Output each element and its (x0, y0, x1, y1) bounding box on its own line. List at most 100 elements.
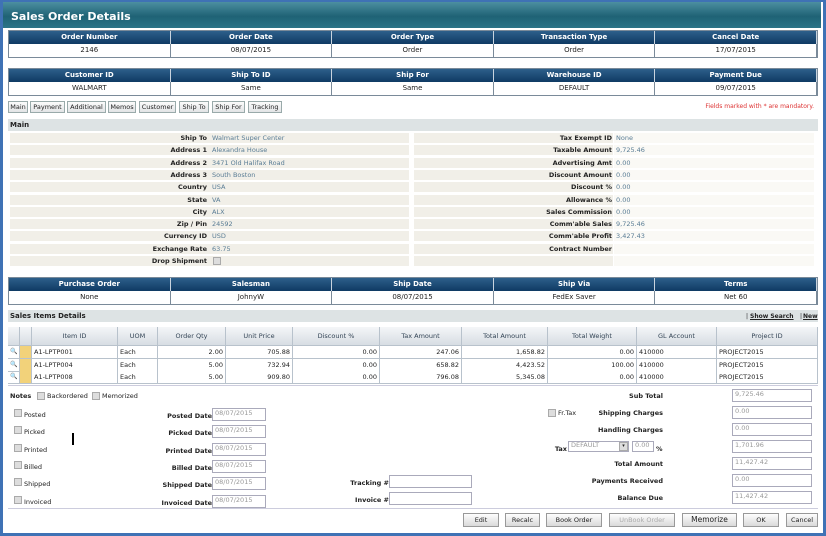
header-value: Same (332, 82, 494, 95)
column-header[interactable]: Tax Amount (380, 327, 462, 346)
new-item-link[interactable]: New (803, 313, 818, 320)
field-row (10, 194, 409, 206)
billed-checkbox[interactable] (14, 460, 22, 469)
field-label: City (192, 207, 207, 216)
tab-main[interactable]: Main (8, 101, 28, 113)
tracking-input[interactable] (389, 475, 472, 488)
field-row (614, 145, 814, 157)
cancel-button[interactable]: Cancel (786, 513, 818, 527)
tab-memos[interactable]: Memos (108, 101, 136, 113)
grid-cell: 247.06 (380, 346, 462, 359)
posted-date-input[interactable]: 08/07/2015 (212, 408, 266, 421)
grid-cell: 0.00 (548, 346, 637, 359)
grid-cell: 5.00 (158, 358, 226, 372)
total-label: Handling Charges (597, 426, 663, 434)
invoice-input[interactable] (389, 492, 472, 505)
field-label: Comm'able Sales (549, 220, 612, 229)
total-value-input[interactable]: 0.00 (732, 423, 812, 436)
grid-cell: 410000 (637, 346, 717, 359)
total-value-input[interactable]: 11,427.42 (732, 457, 812, 470)
memorized-checkbox[interactable] (92, 392, 100, 400)
field-row (10, 182, 409, 194)
column-header[interactable]: Unit Price (226, 327, 293, 346)
column-header[interactable]: Project ID (717, 327, 818, 346)
header-value: Order (332, 44, 494, 57)
date-label: Invoiced Date (161, 498, 212, 507)
field-row (414, 157, 613, 169)
column-header[interactable]: GL Account (637, 327, 717, 346)
edit-item-icon[interactable]: 🔍 (8, 358, 20, 372)
tab-ship-for[interactable]: Ship For (212, 101, 245, 113)
tax-percent-input[interactable]: 0.00 (632, 441, 654, 452)
billed-date-input[interactable]: 08/07/2015 (212, 459, 266, 473)
field-row (614, 219, 814, 231)
tab-customer[interactable]: Customer (139, 101, 176, 113)
header-value: 08/07/2015 (332, 291, 494, 304)
header-value: 08/07/2015 (170, 44, 333, 57)
column-header[interactable]: Order Qty (158, 327, 226, 346)
shipped-checkbox[interactable] (14, 478, 22, 487)
total-value-input[interactable]: 1,701.96 (732, 440, 812, 453)
field-row (414, 194, 613, 206)
field-row (614, 194, 814, 206)
field-row (414, 133, 613, 144)
mandatory-note: Fields marked with * are mandatory. (705, 103, 814, 110)
invoiced-date-input[interactable]: 08/07/2015 (212, 494, 266, 508)
tab-payment[interactable]: Payment (30, 101, 65, 113)
tax-code-select[interactable]: DEFAULT (568, 441, 629, 452)
column-header (20, 327, 32, 346)
shipped-date-input[interactable]: 08/07/2015 (212, 477, 266, 491)
column-header[interactable]: Item ID (32, 327, 118, 346)
header-value: Net 60 (655, 291, 817, 304)
printed-checkbox[interactable] (14, 443, 22, 452)
date-label: Shipped Date (162, 481, 212, 490)
item-details-icon[interactable] (20, 371, 32, 385)
field-row (10, 231, 409, 243)
column-header[interactable]: Discount % (293, 327, 380, 346)
memorize-button[interactable]: Memorize (682, 513, 737, 527)
grid-cell: 909.80 (226, 371, 293, 385)
picked-checkbox[interactable] (14, 426, 22, 435)
total-label: Balance Due (617, 494, 663, 502)
field-label: Taxable Amount (553, 146, 612, 155)
recalc-button[interactable]: Recalc (505, 513, 540, 527)
total-value-input[interactable]: 9,725.46 (732, 389, 812, 402)
column-header[interactable]: Total Amount (462, 327, 548, 346)
header-value: 2146 (9, 44, 171, 57)
ok-button[interactable]: OK (743, 513, 779, 527)
tab-tracking[interactable]: Tracking (248, 101, 282, 113)
field-value: USD (212, 232, 226, 241)
tab-additional[interactable]: Additional (67, 101, 106, 113)
total-value-input[interactable]: 11,427.42 (732, 491, 812, 504)
field-label: Currency ID (163, 232, 207, 241)
item-details-icon[interactable] (20, 346, 32, 359)
column-header[interactable]: UOM (118, 327, 158, 346)
unbook-order-button[interactable]: UnBook Order (609, 513, 675, 527)
column-header[interactable]: Total Weight (548, 327, 637, 346)
edit-item-icon[interactable]: 🔍 (8, 371, 20, 385)
item-details-icon[interactable] (20, 358, 32, 372)
total-value-input[interactable]: 0.00 (732, 406, 812, 419)
posted-checkbox[interactable] (14, 409, 22, 417)
show-search-link[interactable]: Show Search (750, 313, 794, 320)
header-label: Ship Date (332, 278, 494, 291)
backordered-checkbox[interactable] (37, 392, 45, 400)
total-value-input[interactable]: 0.00 (732, 474, 812, 487)
drop-shipment-checkbox[interactable] (213, 257, 221, 265)
invoice-label: Invoice # (355, 496, 389, 504)
edit-button[interactable]: Edit (463, 513, 499, 527)
field-row (10, 133, 409, 144)
edit-item-icon[interactable]: 🔍 (8, 346, 20, 359)
dropdown-arrow-icon[interactable]: ▾ (619, 442, 628, 451)
shipping-header-table: Purchase Order Salesman Ship Date Ship Via T… (8, 277, 818, 305)
printed-date-input[interactable]: 08/07/2015 (212, 442, 266, 456)
book-order-button[interactable]: Book Order (546, 513, 602, 527)
header-label: Payment Due (655, 69, 817, 82)
printed-label: Printed (24, 445, 48, 454)
total-label: Total Amount (614, 460, 663, 468)
picked-date-input[interactable]: 08/07/2015 (212, 425, 266, 439)
fr-tax-checkbox[interactable] (548, 409, 556, 417)
date-label: Picked Date (168, 429, 212, 438)
tab-ship-to[interactable]: Ship To (179, 101, 209, 113)
invoiced-checkbox[interactable] (14, 495, 22, 504)
